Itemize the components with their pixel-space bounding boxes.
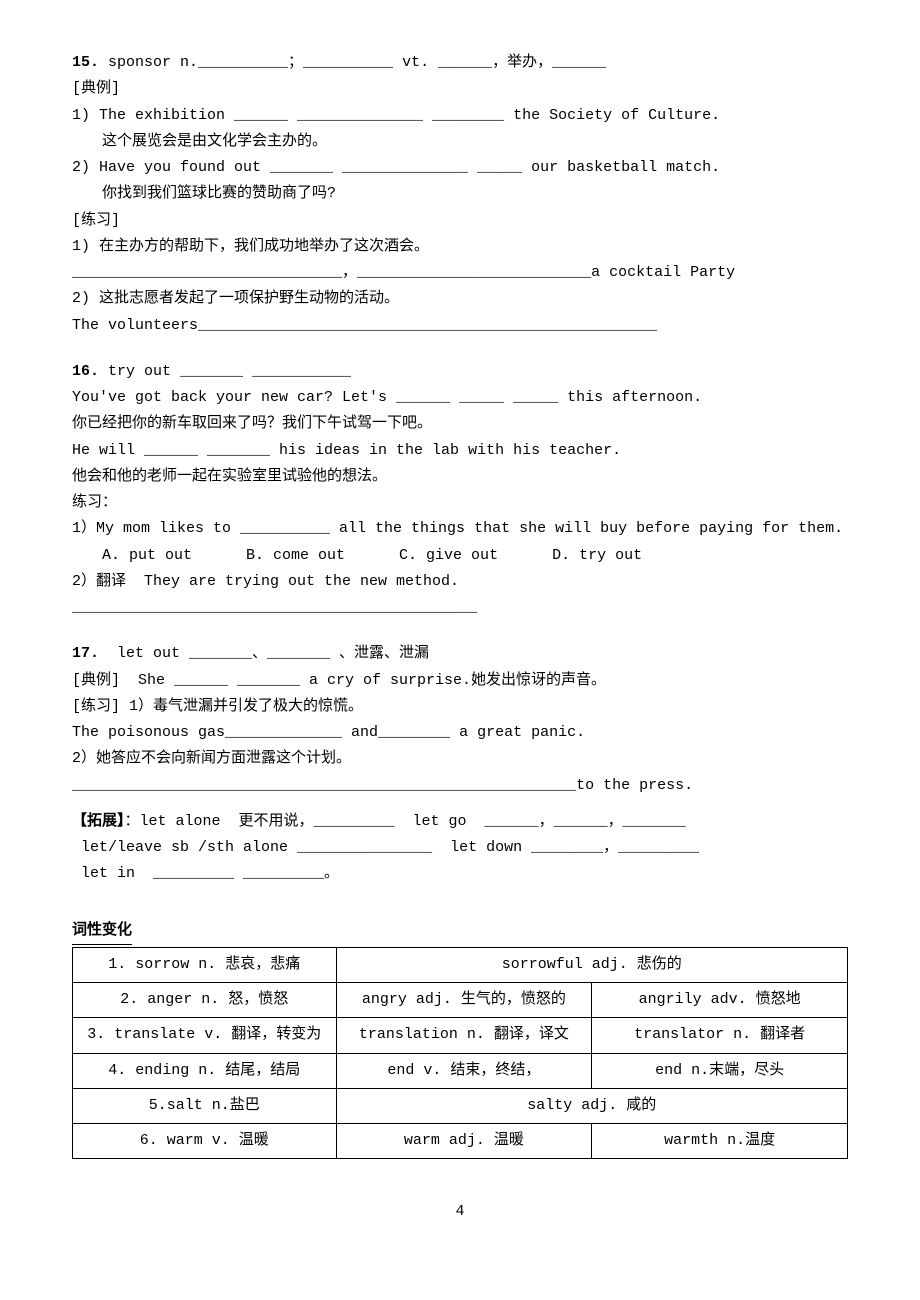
q15-dianli-label: [典例] bbox=[72, 76, 848, 102]
table-cell: 5.salt n.盐巴 bbox=[73, 1088, 337, 1123]
table-heading: 词性变化 bbox=[72, 918, 132, 945]
table-cell: 2. anger n. 怒，愤怒 bbox=[73, 983, 337, 1018]
q15-ex2-zh: 你找到我们篮球比赛的赞助商了吗? bbox=[72, 181, 848, 207]
q15-ex2: 2) Have you found out _______ __________… bbox=[72, 155, 848, 181]
q15-p1: 1) 在主办方的帮助下，我们成功地举办了这次酒会。 bbox=[72, 234, 848, 260]
table-heading-line: 词性变化 bbox=[72, 918, 848, 945]
table-cell: translation n. 翻译，译文 bbox=[336, 1018, 592, 1053]
q17-head-text: let out _______、_______ 、泄露、泄漏 bbox=[99, 645, 429, 662]
q16-head: 16. try out _______ ___________ bbox=[72, 359, 848, 385]
q15-ex1: 1) The exhibition ______ ______________ … bbox=[72, 103, 848, 129]
q17-title: 17. bbox=[72, 645, 99, 662]
q16-head-text: try out _______ ___________ bbox=[99, 363, 351, 380]
table-cell: 1. sorrow n. 悲哀，悲痛 bbox=[73, 947, 337, 982]
q16-p2: 2）翻译 They are trying out the new method. bbox=[72, 569, 848, 595]
table-cell: end v. 结束，终结， bbox=[336, 1053, 592, 1088]
table-cell: angrily adv. 愤怒地 bbox=[592, 983, 848, 1018]
q17-p2: 2）她答应不会向新闻方面泄露这个计划。 bbox=[72, 746, 848, 772]
q17-lianxi: [练习] 1）毒气泄漏并引发了极大的惊慌。 bbox=[72, 694, 848, 720]
table-row: 2. anger n. 怒，愤怒 angry adj. 生气的，愤怒的 angr… bbox=[73, 983, 848, 1018]
q17-p1-blank: The poisonous gas_____________ and______… bbox=[72, 720, 848, 746]
word-form-table: 1. sorrow n. 悲哀，悲痛 sorrowful adj. 悲伤的 2.… bbox=[72, 947, 848, 1160]
q15-p2-blank: The volunteers__________________________… bbox=[72, 313, 848, 339]
q16-l2-zh: 他会和他的老师一起在实验室里试验他的想法。 bbox=[72, 464, 848, 490]
q15-p2: 2) 这批志愿者发起了一项保护野生动物的活动。 bbox=[72, 286, 848, 312]
q17-tuozhan: 【拓展】：let alone 更不用说，_________ let go ___… bbox=[72, 809, 848, 835]
table-cell: angry adj. 生气的，愤怒的 bbox=[336, 983, 592, 1018]
table-cell: sorrowful adj. 悲伤的 bbox=[336, 947, 848, 982]
q15-title: 15. bbox=[72, 54, 99, 71]
q17-t3: let in _________ _________。 bbox=[72, 861, 848, 887]
table-row: 6. warm v. 温暖 warm adj. 温暖 warmth n.温度 bbox=[73, 1124, 848, 1159]
q16-l1: You've got back your new car? Let's ____… bbox=[72, 385, 848, 411]
table-cell: 6. warm v. 温暖 bbox=[73, 1124, 337, 1159]
q15-p1-blank: ______________________________，_________… bbox=[72, 260, 848, 286]
q15-head-text: sponsor n.__________；__________ vt. ____… bbox=[99, 54, 606, 71]
q17-dianli: [典例] She ______ _______ a cry of surpris… bbox=[72, 668, 848, 694]
q16-title: 16. bbox=[72, 363, 99, 380]
table-cell: warm adj. 温暖 bbox=[336, 1124, 592, 1159]
table-row: 4. ending n. 结尾，结局 end v. 结束，终结， end n.末… bbox=[73, 1053, 848, 1088]
q17-tuozhan-label: 【拓展】 bbox=[72, 813, 125, 830]
table-cell: 3. translate v. 翻译，转变为 bbox=[73, 1018, 337, 1053]
page-number: 4 bbox=[72, 1199, 848, 1225]
q15-lianxi-label: [练习] bbox=[72, 208, 848, 234]
table-row: 5.salt n.盐巴 salty adj. 咸的 bbox=[73, 1088, 848, 1123]
q15-ex1-zh: 这个展览会是由文化学会主办的。 bbox=[72, 129, 848, 155]
table-row: 3. translate v. 翻译，转变为 translation n. 翻译… bbox=[73, 1018, 848, 1053]
q16-p2-blank: ________________________________________… bbox=[72, 595, 848, 621]
q16-lianxi-label: 练习： bbox=[72, 490, 848, 516]
q17-head: 17. let out _______、_______ 、泄露、泄漏 bbox=[72, 641, 848, 667]
table-cell: 4. ending n. 结尾，结局 bbox=[73, 1053, 337, 1088]
q16-l2: He will ______ _______ his ideas in the … bbox=[72, 438, 848, 464]
q15-head: 15. sponsor n.__________；__________ vt. … bbox=[72, 50, 848, 76]
table-cell: translator n. 翻译者 bbox=[592, 1018, 848, 1053]
q16-l1-zh: 你已经把你的新车取回来了吗？我们下午试驾一下吧。 bbox=[72, 411, 848, 437]
table-row: 1. sorrow n. 悲哀，悲痛 sorrowful adj. 悲伤的 bbox=[73, 947, 848, 982]
table-cell: end n.末端，尽头 bbox=[592, 1053, 848, 1088]
table-cell: salty adj. 咸的 bbox=[336, 1088, 848, 1123]
q16-p1-opts: A. put out B. come out C. give out D. tr… bbox=[72, 543, 848, 569]
q17-p2-blank: ________________________________________… bbox=[72, 773, 848, 799]
table-cell: warmth n.温度 bbox=[592, 1124, 848, 1159]
q17-t2: let/leave sb /sth alone _______________ … bbox=[72, 835, 848, 861]
q16-p1: 1）My mom likes to __________ all the thi… bbox=[72, 516, 848, 542]
q17-t1: ：let alone 更不用说，_________ let go ______，… bbox=[125, 813, 686, 830]
